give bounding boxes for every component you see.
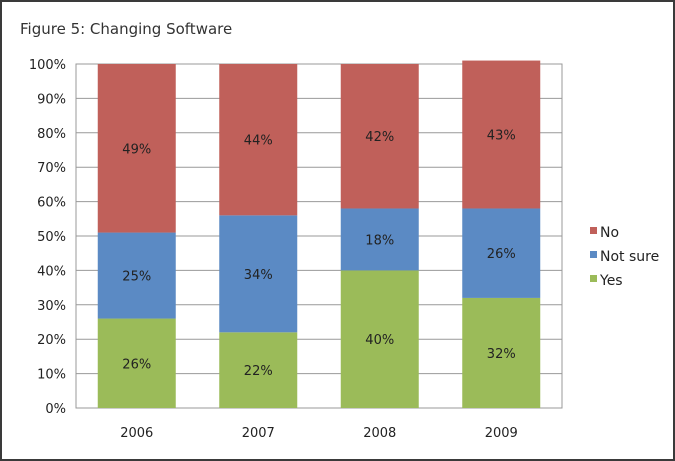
bar-segment-no: [97, 64, 176, 233]
legend-label: Not sure: [600, 249, 659, 265]
bar-segment-no: [462, 60, 541, 209]
legend-swatch: [590, 227, 597, 234]
bar-segment-yes: [219, 332, 298, 408]
legend-swatch: [590, 275, 597, 282]
data-label: 26%: [122, 357, 151, 372]
bar-segment-not-sure: [97, 232, 176, 319]
data-label: 26%: [487, 247, 516, 262]
x-tick-label: 2006: [120, 426, 153, 441]
y-tick-label: 80%: [37, 127, 66, 142]
bar-segment-yes: [340, 270, 419, 408]
y-tick-label: 0%: [45, 402, 66, 417]
data-label: 43%: [487, 129, 516, 144]
bar-segment-not-sure: [219, 215, 298, 333]
data-label: 49%: [122, 142, 151, 157]
legend-label: No: [600, 225, 619, 241]
y-tick-label: 20%: [37, 333, 66, 348]
y-tick-label: 30%: [37, 299, 66, 314]
x-tick-label: 2008: [363, 426, 396, 441]
y-tick-label: 100%: [29, 58, 66, 73]
data-label: 25%: [122, 270, 151, 285]
y-tick-label: 10%: [37, 368, 66, 383]
data-label: 40%: [365, 333, 394, 348]
data-label: 32%: [487, 347, 516, 362]
bar-segment-not-sure: [340, 208, 419, 271]
data-label: 44%: [244, 134, 273, 149]
data-label: 42%: [365, 130, 394, 145]
bar-segment-yes: [462, 297, 541, 408]
data-label: 18%: [365, 233, 394, 248]
bar-segment-not-sure: [462, 208, 541, 298]
legend-label: Yes: [599, 273, 623, 289]
data-label: 34%: [244, 268, 273, 283]
y-tick-label: 70%: [37, 161, 66, 176]
y-tick-label: 60%: [37, 196, 66, 211]
legend-swatch: [590, 251, 597, 258]
bar-segment-yes: [97, 318, 176, 408]
y-tick-label: 40%: [37, 264, 66, 279]
data-label: 22%: [244, 364, 273, 379]
bar-segment-no: [219, 64, 298, 216]
x-tick-label: 2007: [242, 426, 275, 441]
y-tick-label: 90%: [37, 92, 66, 107]
x-tick-label: 2009: [485, 426, 518, 441]
y-tick-label: 50%: [37, 230, 66, 245]
bar-segment-no: [340, 64, 419, 209]
chart-title: Figure 5: Changing Software: [20, 20, 233, 38]
